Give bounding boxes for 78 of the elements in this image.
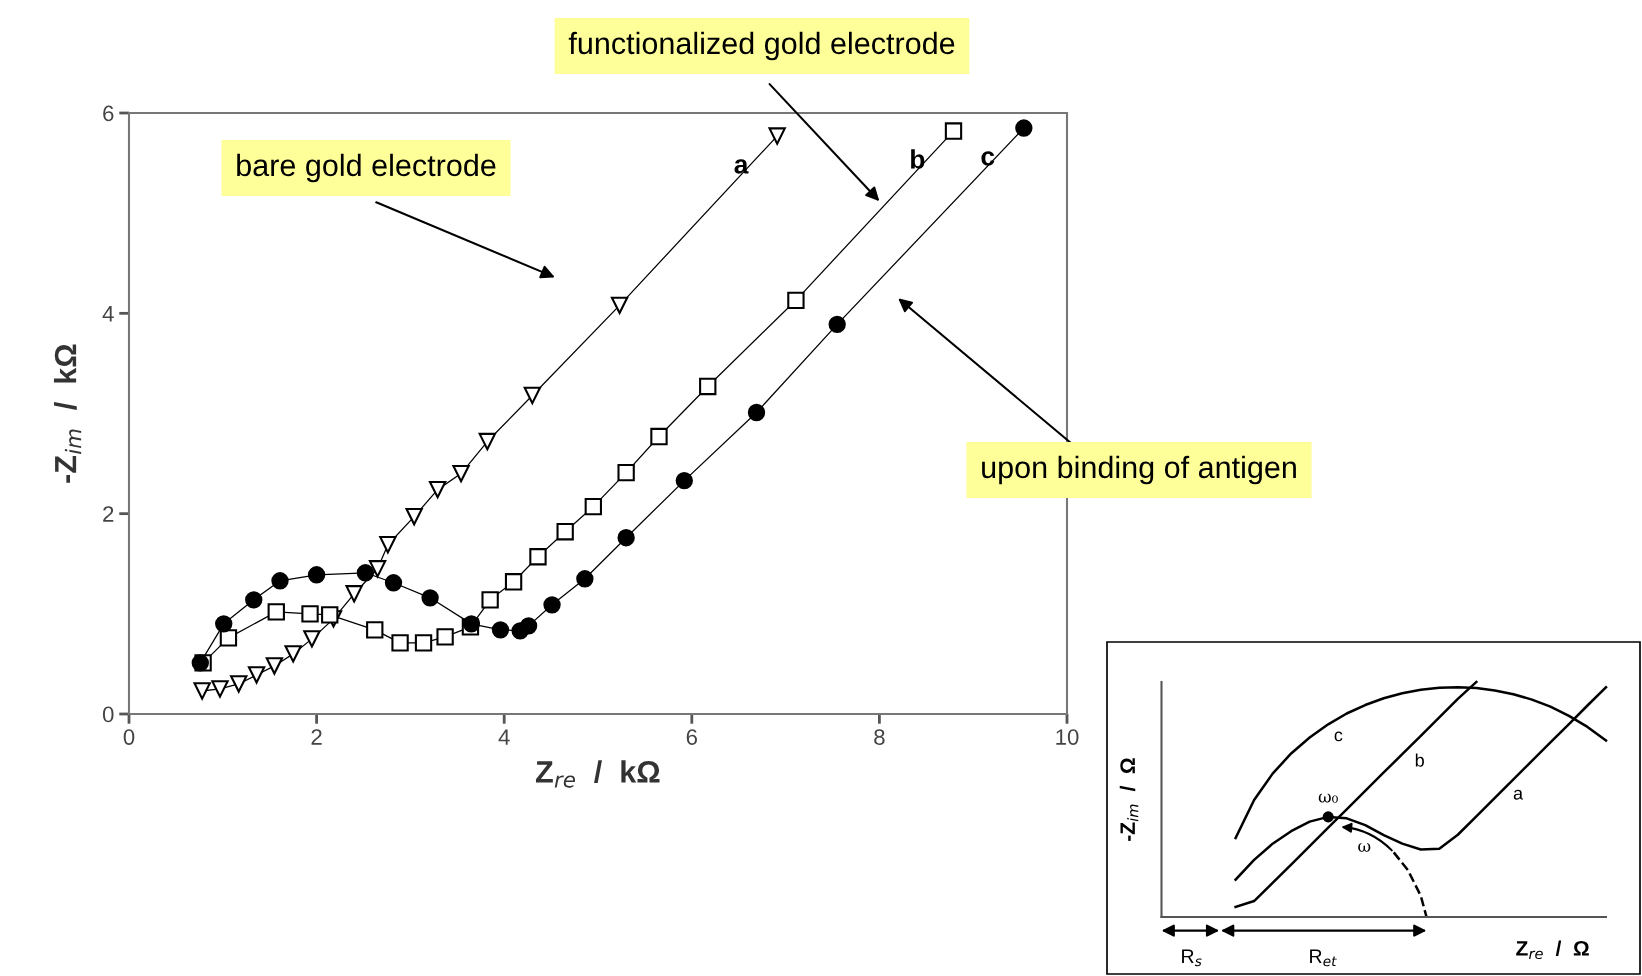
point — [828, 315, 846, 334]
point — [452, 464, 470, 483]
point — [284, 645, 302, 663]
point — [193, 682, 211, 700]
series-label: a — [1513, 789, 1524, 800]
x-axis-title: Z$_{re}$ / Ω — [1516, 940, 1589, 960]
point — [617, 463, 635, 482]
x-axis-title: Z$_{re}$ / kΩ — [535, 760, 660, 788]
point — [384, 574, 403, 592]
series-label: c — [981, 151, 995, 166]
point — [543, 596, 561, 614]
point — [267, 603, 285, 621]
point — [215, 615, 233, 633]
point — [610, 296, 629, 314]
point — [529, 548, 547, 566]
y-tick-label: 2 — [103, 506, 114, 522]
x-tick-label: 6 — [686, 729, 697, 745]
point — [301, 605, 319, 623]
series-label: a — [734, 159, 749, 174]
annotation: ω — [1358, 843, 1371, 852]
point — [584, 497, 602, 516]
text: R$_{s}$ — [1182, 949, 1202, 967]
point — [478, 432, 496, 451]
y-axis-title: -Z$_{im}$ / Ω — [1119, 758, 1139, 841]
point — [699, 377, 717, 396]
x-tick-label: 4 — [498, 729, 510, 745]
point — [768, 127, 786, 145]
point — [368, 560, 387, 578]
annotation: bare gold electrode — [237, 153, 496, 183]
point — [650, 427, 668, 446]
text: functionalized gold electrode — [568, 31, 955, 61]
series-label: b — [1415, 753, 1424, 767]
x-tick-label: 0 — [123, 729, 135, 745]
point — [747, 403, 766, 422]
point — [247, 666, 266, 684]
point — [421, 589, 439, 607]
point — [556, 523, 574, 541]
point — [303, 630, 321, 648]
point — [356, 564, 375, 582]
point — [219, 629, 238, 647]
point — [504, 573, 523, 591]
y-axis-title: -Z$_{im}$ / kΩ — [53, 344, 82, 483]
y-tick-label: 4 — [102, 306, 114, 322]
point — [230, 675, 248, 693]
point — [675, 471, 693, 490]
point — [379, 536, 397, 554]
point — [1015, 119, 1033, 137]
point — [366, 621, 384, 639]
point — [519, 617, 538, 635]
point — [405, 507, 423, 526]
x-tick-label: 2 — [311, 729, 322, 745]
point — [944, 122, 963, 140]
y-tick-label: 0 — [102, 706, 114, 723]
point — [345, 585, 363, 603]
point — [307, 566, 326, 584]
series-label: b — [911, 149, 925, 169]
point — [321, 606, 339, 624]
x-tick-label: 10 — [1056, 729, 1079, 745]
point — [523, 386, 542, 405]
point — [414, 634, 433, 652]
point — [245, 591, 263, 609]
point — [576, 570, 594, 588]
point — [617, 529, 635, 547]
annotation: ω₀ — [1318, 793, 1338, 803]
point — [787, 291, 805, 309]
point — [428, 480, 447, 499]
annotation: upon binding of antigen — [982, 455, 1296, 485]
text: R$_{et}$ — [1310, 949, 1337, 967]
point — [481, 591, 499, 609]
point — [271, 572, 289, 590]
point — [211, 680, 229, 698]
point — [436, 628, 454, 646]
point — [265, 657, 284, 675]
point — [491, 621, 510, 639]
y-tick-label: 6 — [103, 105, 114, 122]
series-label: c — [1334, 731, 1343, 742]
point — [391, 634, 409, 652]
x-tick-label: 8 — [874, 729, 885, 745]
